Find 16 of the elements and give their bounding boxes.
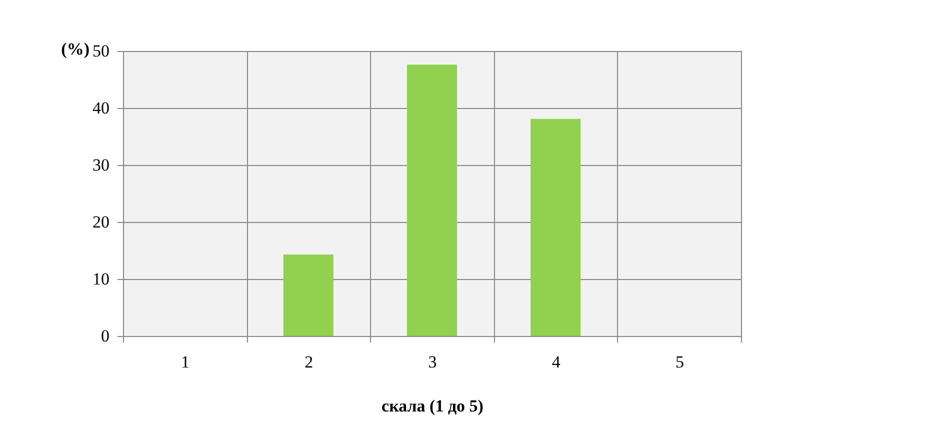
bar (530, 118, 581, 336)
y-tick-label: 30 (92, 156, 110, 174)
x-tick-label: 4 (552, 352, 561, 372)
y-tick-label: 40 (92, 98, 110, 118)
y-tick-label: 0 (101, 326, 110, 346)
y-tick-label: 10 (92, 270, 110, 288)
x-tick-label: 2 (304, 352, 314, 372)
bar (283, 254, 334, 336)
x-axis-title: скала (1 до 5) (382, 396, 484, 416)
y-axis-title: (%) (61, 40, 90, 58)
y-tick-label: 20 (92, 212, 110, 232)
x-tick-label: 1 (181, 352, 190, 372)
x-tick-label: 3 (428, 352, 437, 372)
x-tick-label: 5 (675, 352, 684, 372)
y-tick-label: 50 (92, 42, 110, 60)
bar (407, 64, 457, 336)
